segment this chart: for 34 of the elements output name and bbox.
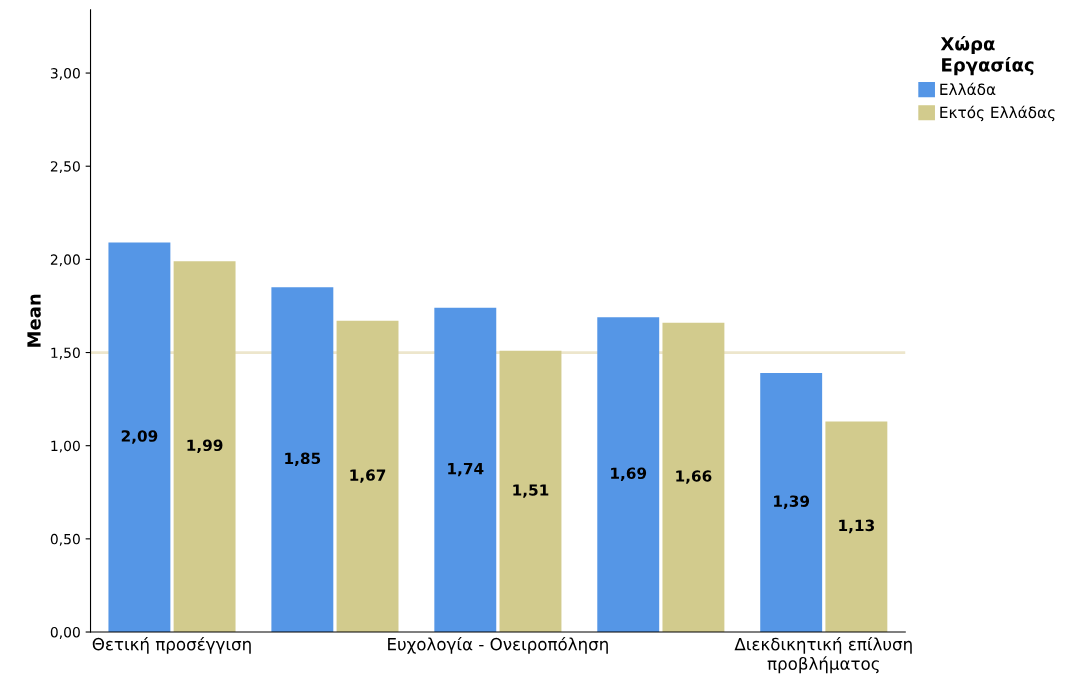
y-tick-label: 3,00 (50, 68, 80, 80)
data-label: 1,67 (350, 469, 386, 483)
bar (108, 242, 171, 633)
bar (173, 261, 236, 633)
bar (271, 287, 334, 633)
x-tick-label: Ευχολογία - Ονειροπόληση (388, 636, 608, 654)
data-label: 1,66 (676, 470, 712, 484)
y-tick-label: 2,00 (50, 254, 80, 267)
y-axis-title: Mean (27, 294, 41, 347)
x-tick-label: Θετική προσέγγιση (92, 636, 251, 654)
data-label: 1,74 (448, 462, 484, 477)
bar (825, 421, 888, 633)
data-label: 1,99 (187, 439, 223, 454)
bar (662, 322, 725, 633)
bar (597, 317, 660, 633)
legend-title: Χώρα Εργασίας (940, 35, 1034, 76)
legend-label: Εκτός Ελλάδας (940, 105, 1055, 122)
y-tick-label: 0,00 (50, 626, 80, 639)
y-tick-label: 2,50 (50, 161, 80, 174)
data-label: 1,85 (285, 452, 321, 467)
y-tick-label: 0,50 (50, 533, 80, 546)
bar (336, 320, 399, 633)
x-tick-label: Διεκδικητική επίλυση προβλήματος (734, 636, 912, 674)
y-tick-label: 1,50 (51, 347, 80, 360)
data-label: 1,69 (611, 467, 647, 481)
bar (434, 307, 497, 633)
bar (499, 350, 562, 633)
data-label: 2,09 (121, 430, 158, 444)
y-tick-label: 1,00 (51, 440, 80, 453)
legend-label: Ελλάδα (940, 82, 996, 96)
bar (760, 373, 823, 633)
data-label: 1,51 (513, 484, 549, 498)
data-label: 1,13 (839, 519, 874, 534)
data-label: 1,39 (774, 495, 810, 509)
